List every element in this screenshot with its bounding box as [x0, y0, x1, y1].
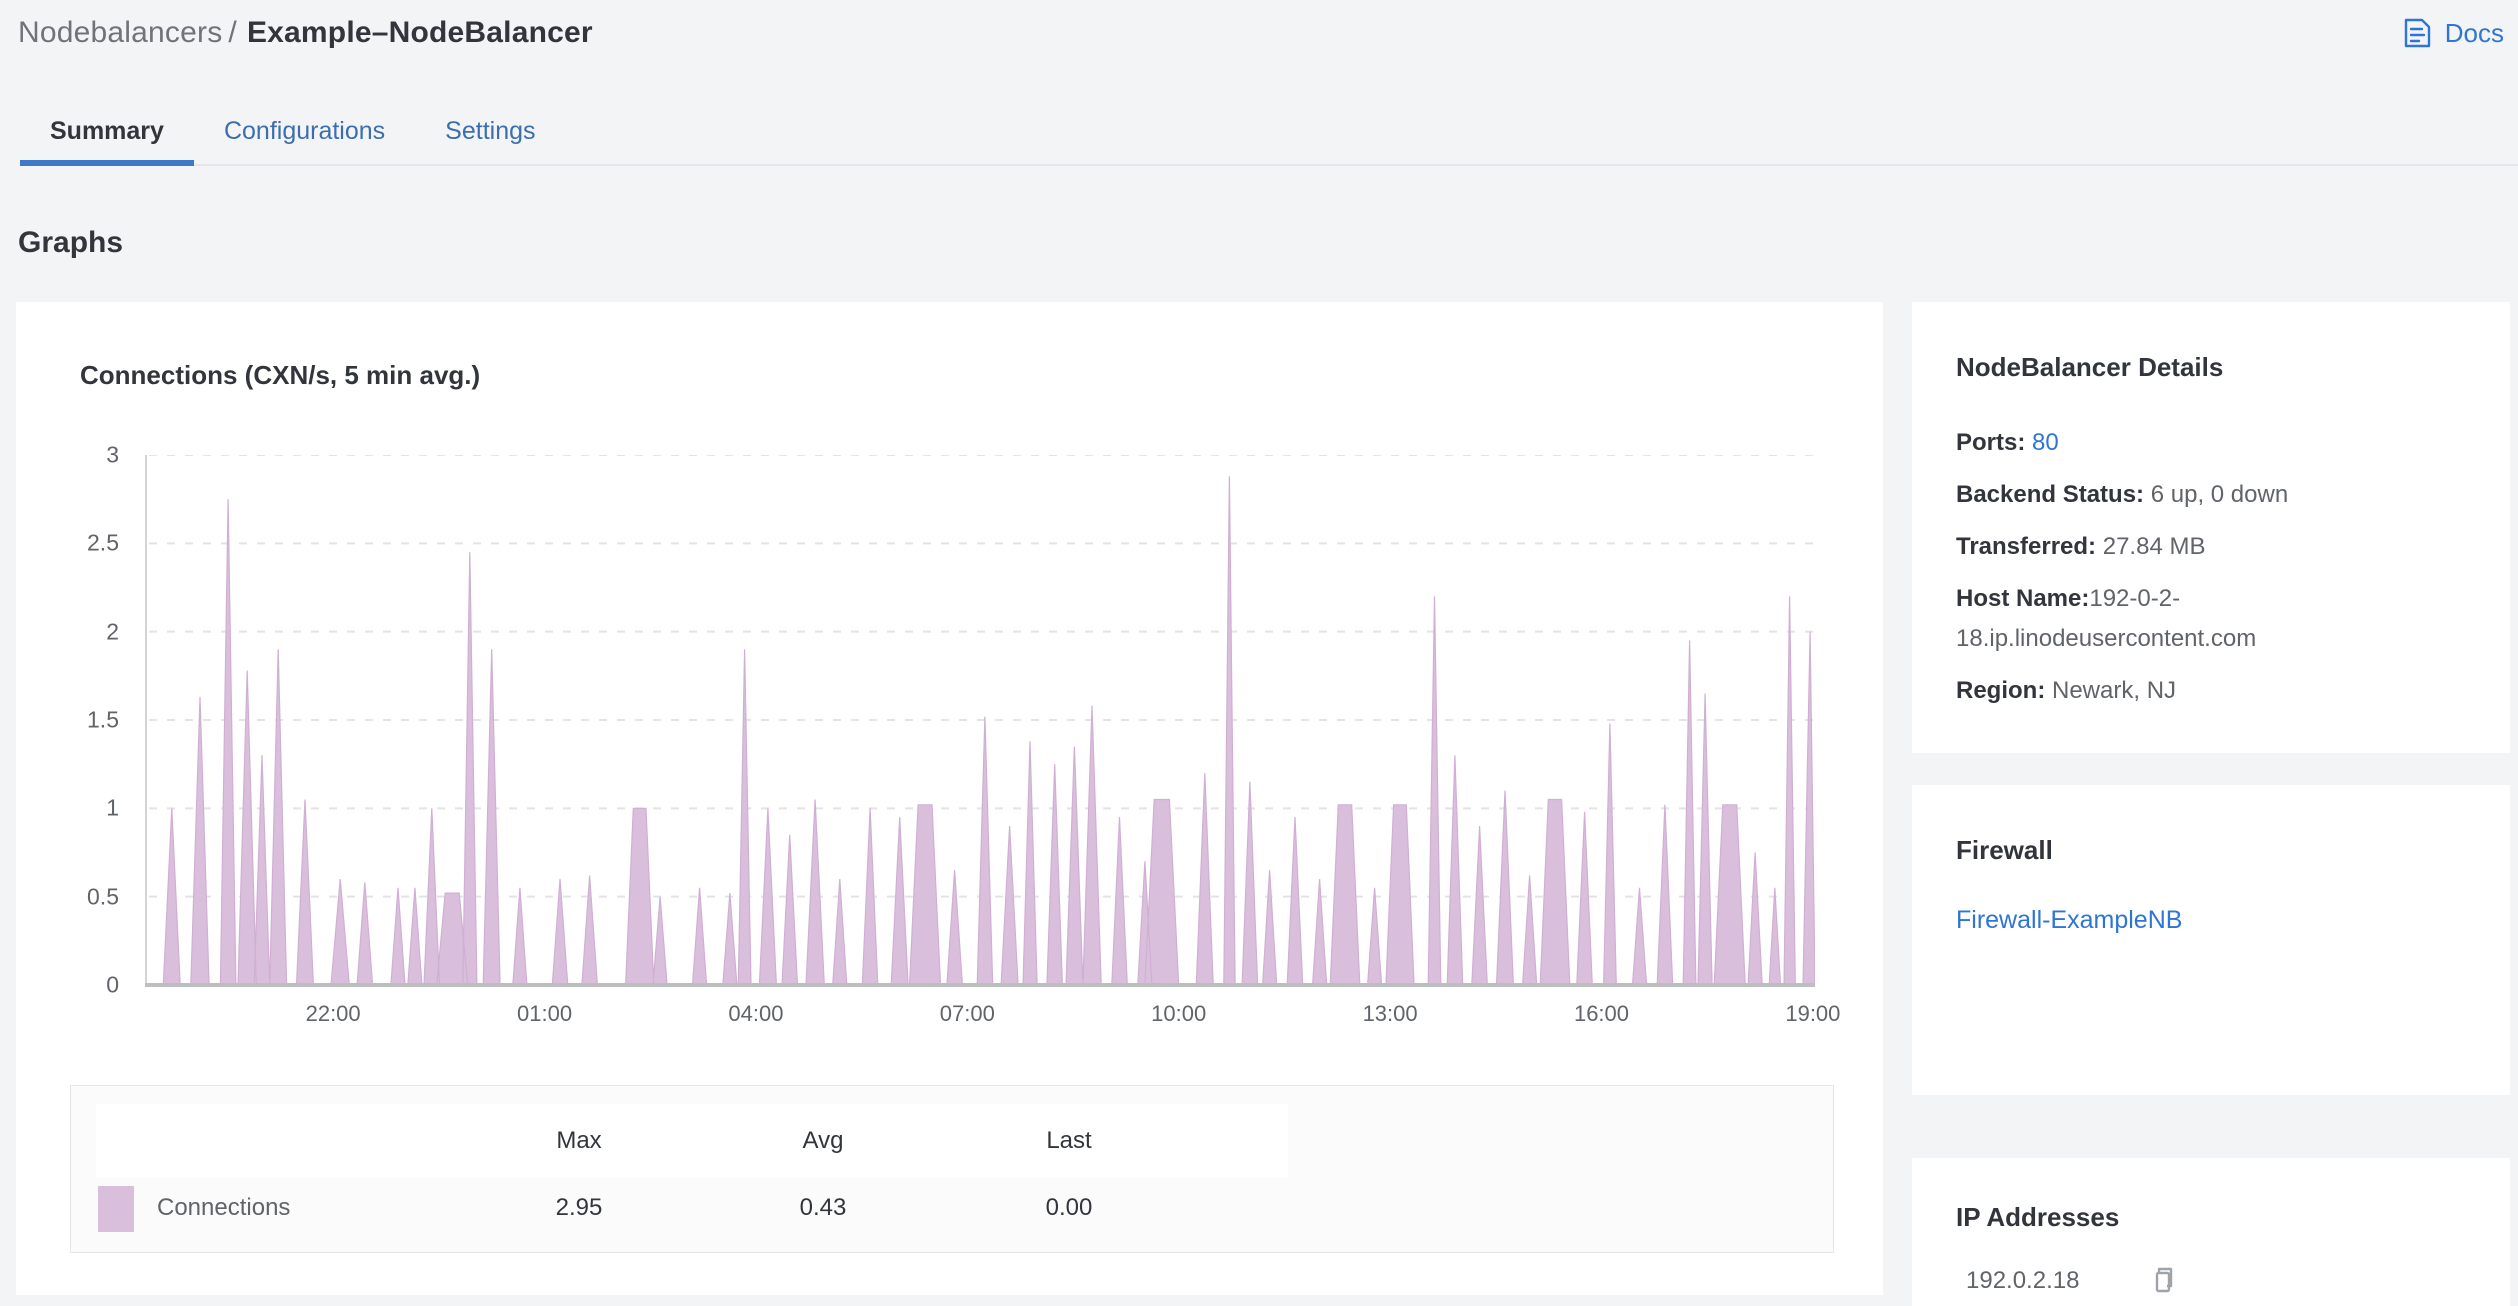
y-axis-tick-0.5: 0.5 — [87, 883, 119, 910]
y-axis-tick-3: 3 — [106, 441, 119, 468]
detail-value: Newark, NJ — [2052, 677, 2177, 704]
legend-header-last: Last — [1046, 1127, 1092, 1154]
detail-label: Region: — [1956, 677, 2046, 704]
chart-canvas — [145, 455, 1815, 987]
firewall-title: Firewall — [1956, 835, 2053, 865]
x-axis-tick-16-00: 16:00 — [1573, 1001, 1630, 1026]
detail-label: Transferred: — [1956, 533, 2097, 560]
tab-summary[interactable]: Summary — [20, 102, 194, 166]
legend-header-max: Max — [556, 1127, 602, 1154]
x-axis-tick-22-00: 22:00 — [305, 1001, 361, 1026]
chart-legend-table: Max Avg Last Connections 2.95 0.43 0.00 — [70, 1085, 1834, 1253]
x-axis-tick-04-00: 04:00 — [728, 1001, 784, 1026]
y-axis-tick-1.5: 1.5 — [87, 706, 119, 733]
connections-graph-card: Connections (CXN/s, 5 min avg.) 3 2.5 2 1.5… — [16, 302, 1883, 1295]
detail-label: Host Name: — [1956, 585, 2090, 612]
port-80-link[interactable]: 80 — [2032, 429, 2059, 456]
y-axis-tick-2.5: 2.5 — [87, 529, 119, 556]
ip-address-value: 192.0.2.18 — [1966, 1267, 2080, 1294]
legend-swatch-connections — [98, 1186, 134, 1232]
nodebalancer-details-title: NodeBalancer Details — [1956, 352, 2224, 382]
firewall-link[interactable]: Firewall-ExampleNB — [1956, 906, 2183, 934]
connections-area-chart: 3 2.5 2 1.5 1 0.5 0 22:00 01:00 04:00 07:00 10:00 13… — [87, 442, 1840, 1027]
breadcrumb-nodebalancers-link[interactable]: Nodebalancers — [18, 16, 223, 49]
chart-title: Connections (CXN/s, 5 min avg.) — [80, 360, 481, 390]
y-axis-tick-2: 2 — [106, 618, 119, 645]
detail-item-backend-status: Backend Status: 6 up, 0 down — [1956, 469, 2466, 521]
x-axis-tick-13-00: 13:00 — [1362, 1001, 1418, 1026]
legend-value-avg: 0.43 — [799, 1194, 847, 1221]
legend-series-name: Connections — [157, 1194, 291, 1221]
breadcrumb-current-nodebalancer: Example–NodeBalancer — [246, 16, 593, 49]
x-axis-tick-07-00: 07:00 — [939, 1001, 995, 1026]
x-axis-tick-19-00: 19:00 — [1785, 1001, 1841, 1026]
detail-label: Ports: — [1956, 429, 2026, 456]
docs-link[interactable]: Docs — [2401, 16, 2504, 50]
detail-item-ports: Ports: 80 — [1956, 417, 2466, 469]
x-axis-tick-01-00: 01:00 — [517, 1001, 573, 1026]
legend-value-max: 2.95 — [555, 1194, 603, 1221]
tabbar: Summary Configurations Settings — [20, 102, 2518, 166]
firewall-panel: Firewall Firewall-ExampleNB — [1912, 785, 2510, 1095]
ip-addresses-panel: IP Addresses 192.0.2.18 — [1912, 1158, 2510, 1306]
nodebalancer-details-panel: NodeBalancer Details Ports: 80 Backend St… — [1912, 302, 2510, 753]
detail-label: Backend Status: — [1956, 481, 2145, 508]
legend-header-band — [96, 1104, 1288, 1178]
docs-icon — [2401, 16, 2433, 50]
detail-value: 6 up, 0 down — [2150, 481, 2289, 508]
page-section-title: Graphs — [18, 226, 124, 259]
detail-item-host-name: Host Name:192-0-2-18.ip.linodeuserconten… — [1956, 573, 2466, 665]
copy-ip-icon[interactable] — [2151, 1265, 2179, 1297]
connections-area-series — [145, 476, 1815, 986]
legend-value-last: 0.00 — [1045, 1194, 1093, 1221]
x-axis-tick-10-00: 10:00 — [1151, 1001, 1207, 1026]
docs-label: Docs — [2444, 17, 2504, 48]
breadcrumb: Nodebalancers / Example–NodeBalancer — [18, 16, 593, 50]
y-axis-tick-1: 1 — [106, 794, 119, 821]
tab-configurations[interactable]: Configurations — [223, 116, 386, 145]
y-axis-tick-0: 0 — [106, 971, 119, 998]
detail-value: 192-0-2-18.ip.linodeusercontent.com — [1956, 585, 2257, 652]
detail-item-transferred: Transferred: 27.84 MB — [1956, 521, 2466, 573]
ip-addresses-title: IP Addresses — [1956, 1202, 2120, 1232]
breadcrumb-separator: / — [228, 16, 237, 49]
detail-item-region: Region: Newark, NJ — [1956, 665, 2466, 717]
ip-address-list: 192.0.2.18 — [1956, 1265, 2466, 1297]
legend-header-avg: Avg — [802, 1127, 844, 1154]
nodebalancer-details-list: Ports: 80 Backend Status: 6 up, 0 down Tra… — [1956, 417, 2466, 717]
detail-value: 27.84 MB — [2102, 533, 2206, 560]
ip-address-row: 192.0.2.18 — [1966, 1265, 2466, 1297]
tab-settings[interactable]: Settings — [445, 116, 536, 145]
